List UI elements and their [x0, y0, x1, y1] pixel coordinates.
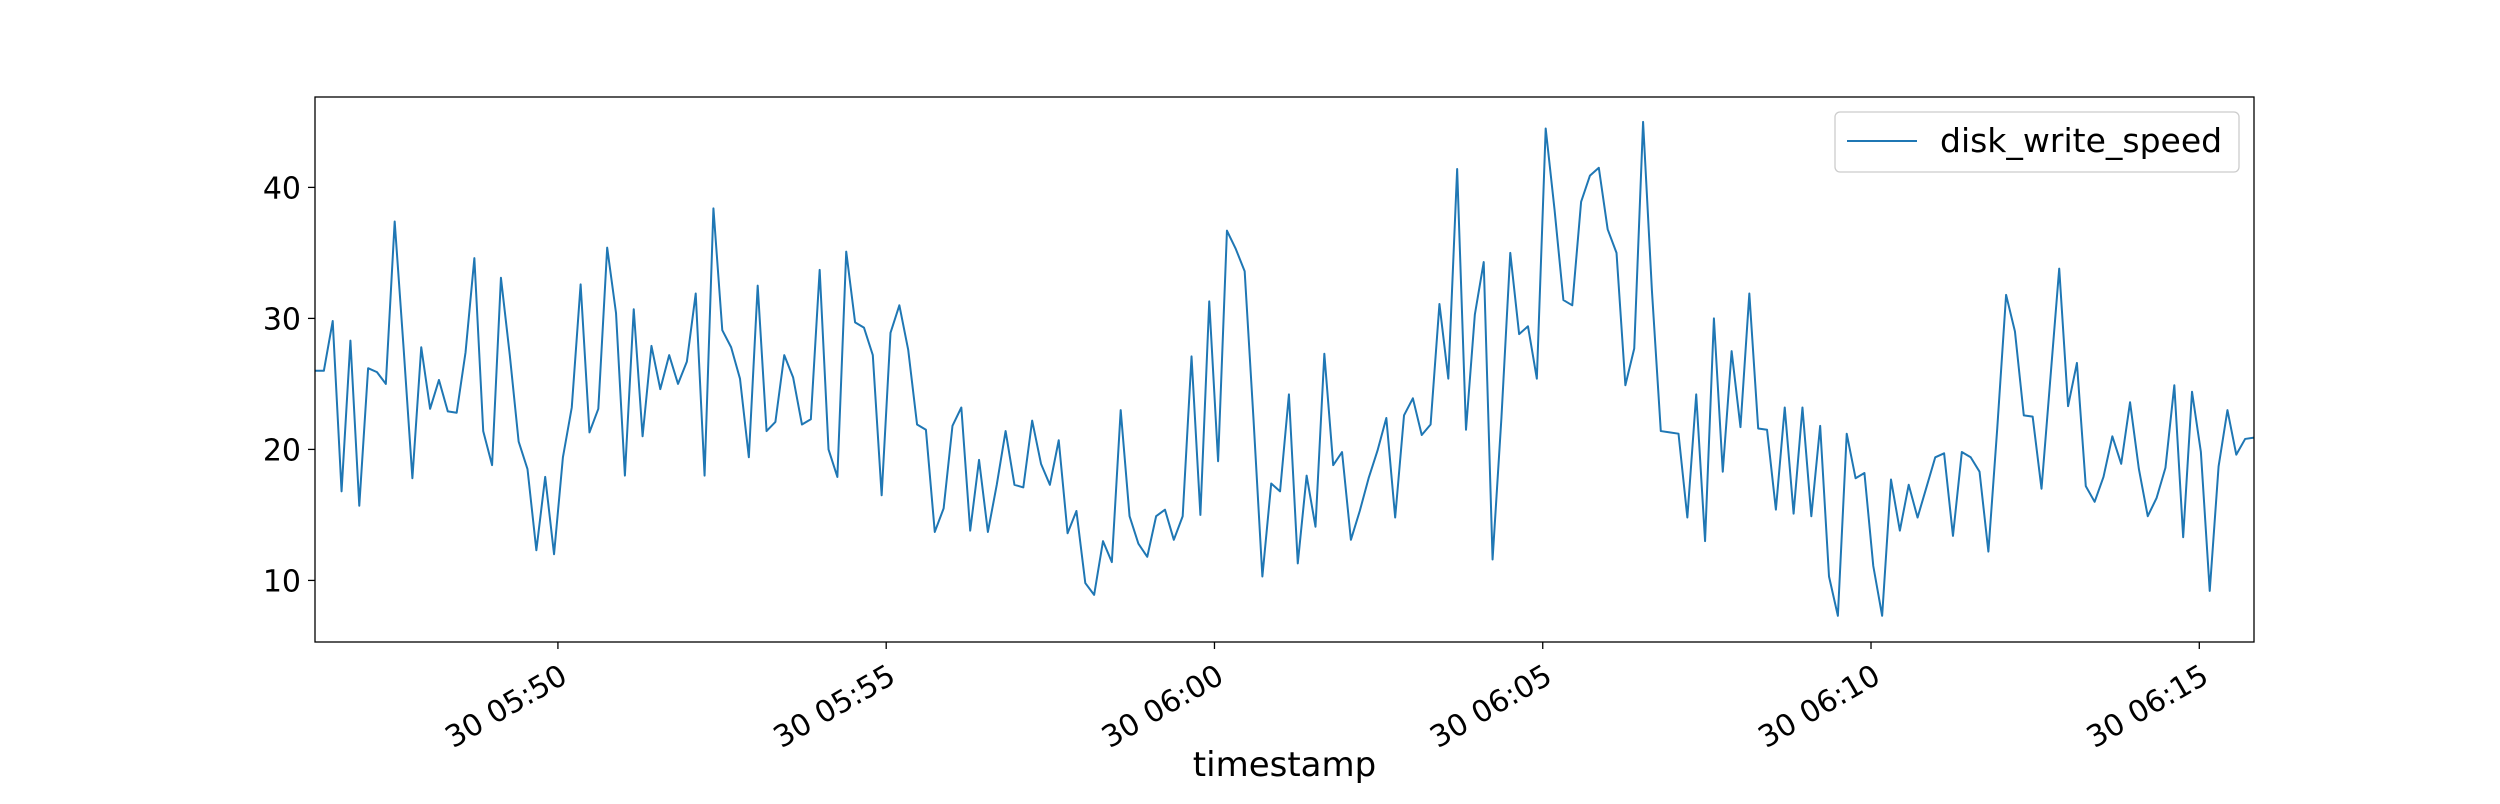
x-axis-label: timestamp [1193, 745, 1376, 785]
x-tick-label: 30 06:00 [1096, 658, 1230, 755]
legend-label: disk_write_speed [1940, 121, 2222, 160]
x-tick-label: 30 05:50 [439, 658, 573, 755]
y-tick-label: 20 [263, 433, 301, 468]
y-tick-label: 40 [263, 171, 301, 206]
x-tick-label: 30 06:15 [2081, 658, 2215, 755]
y-tick-label: 10 [263, 564, 301, 599]
plot-frame [314, 96, 2255, 643]
series-line-disk_write_speed [315, 120, 2255, 617]
x-tick-label: 30 06:10 [1753, 658, 1887, 755]
x-tick-label: 30 06:05 [1424, 658, 1558, 755]
legend-box [1834, 111, 2240, 173]
plot-background [315, 97, 2254, 642]
x-tick-label: 30 05:55 [768, 658, 902, 755]
y-axis: 10 20 30 40 [263, 171, 315, 599]
y-tick-label: 30 [263, 302, 301, 337]
legend: disk_write_speed [1834, 111, 2240, 173]
series-layer [315, 120, 2255, 617]
x-axis: 30 05:50 30 05:55 30 06:00 30 06:05 30 06:10… [439, 642, 2215, 755]
